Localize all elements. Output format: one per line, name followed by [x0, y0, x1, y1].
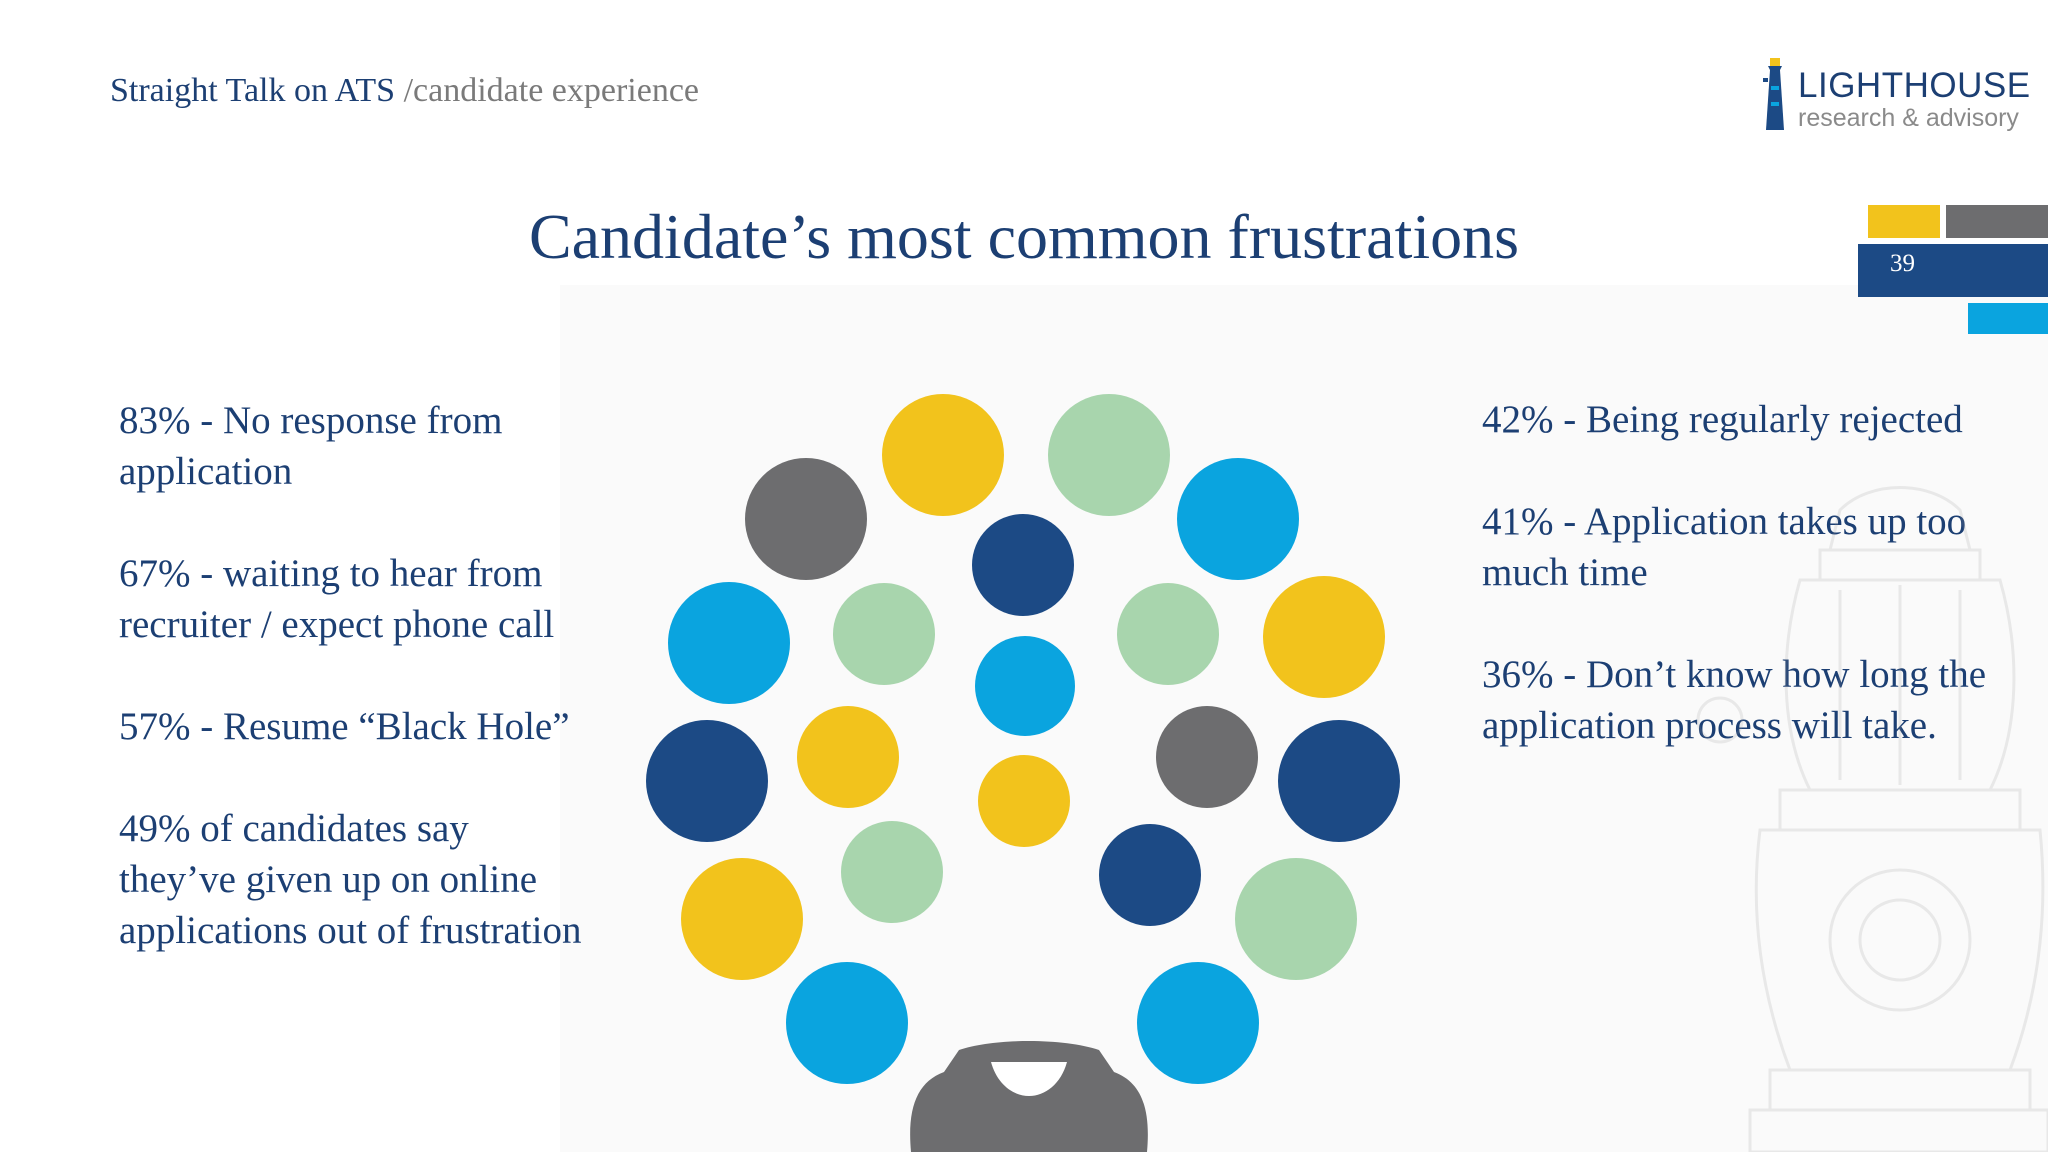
lighthouse-icon — [1763, 58, 1784, 130]
logo-subtitle: research & advisory — [1798, 104, 2019, 132]
dot — [841, 821, 943, 923]
lantern-watermark-icon — [1696, 486, 2048, 1152]
dot — [668, 582, 790, 704]
logo-title: LIGHTHOUSE — [1798, 66, 2031, 105]
page-number: 39 — [1890, 250, 1915, 277]
dot — [681, 858, 803, 980]
deck-title: Straight Talk on ATS /candidate experien… — [110, 72, 699, 110]
dot — [1263, 576, 1385, 698]
dot — [978, 755, 1070, 847]
dot — [646, 720, 768, 842]
dot — [975, 636, 1075, 736]
dot — [797, 706, 899, 808]
dot — [1235, 858, 1357, 980]
dot — [745, 458, 867, 580]
stat-item: 36% - Don’t know how long the applicatio… — [1482, 653, 1987, 747]
decor-bar-navy — [1858, 244, 2048, 297]
dot — [1048, 394, 1170, 516]
dot — [1278, 720, 1400, 842]
stat-item: 49% of candidates say they’ve given up o… — [119, 807, 582, 952]
deck-title-sub: /candidate experience — [403, 72, 700, 109]
stat-item: 42% - Being regularly rejected — [1482, 398, 1963, 441]
lighthouse-logo: LIGHTHOUSE research & advisory — [1760, 56, 2030, 136]
stat-item: 83% - No response from application — [119, 399, 503, 493]
stat-item: 67% - waiting to hear from recruiter / e… — [119, 552, 555, 646]
deck-title-main: Straight Talk on ATS — [110, 72, 396, 109]
dot — [972, 514, 1074, 616]
left-background — [0, 285, 560, 1152]
stat-item: 57% - Resume “Black Hole” — [119, 705, 570, 748]
lightbulb-dot-graphic — [600, 370, 1460, 1152]
dot — [1137, 962, 1259, 1084]
right-stats: 42% - Being regularly rejected 41% - App… — [1482, 394, 2022, 802]
stat-item: 41% - Application takes up too much time — [1482, 500, 1967, 594]
dot — [882, 394, 1004, 516]
dot — [786, 962, 908, 1084]
lightbulb-base-icon — [910, 1041, 1148, 1152]
dot — [1177, 458, 1299, 580]
slide-title: Candidate’s most common frustrations — [528, 201, 1520, 272]
dot — [1117, 583, 1219, 685]
decor-bar-gray — [1946, 205, 2048, 238]
decor-bar-lightblue — [1968, 303, 2048, 334]
dot — [1099, 824, 1201, 926]
left-stats: 83% - No response from application 67% -… — [119, 395, 589, 1007]
dot — [1156, 706, 1258, 808]
decor-bar-yellow — [1868, 205, 1940, 238]
dot — [833, 583, 935, 685]
